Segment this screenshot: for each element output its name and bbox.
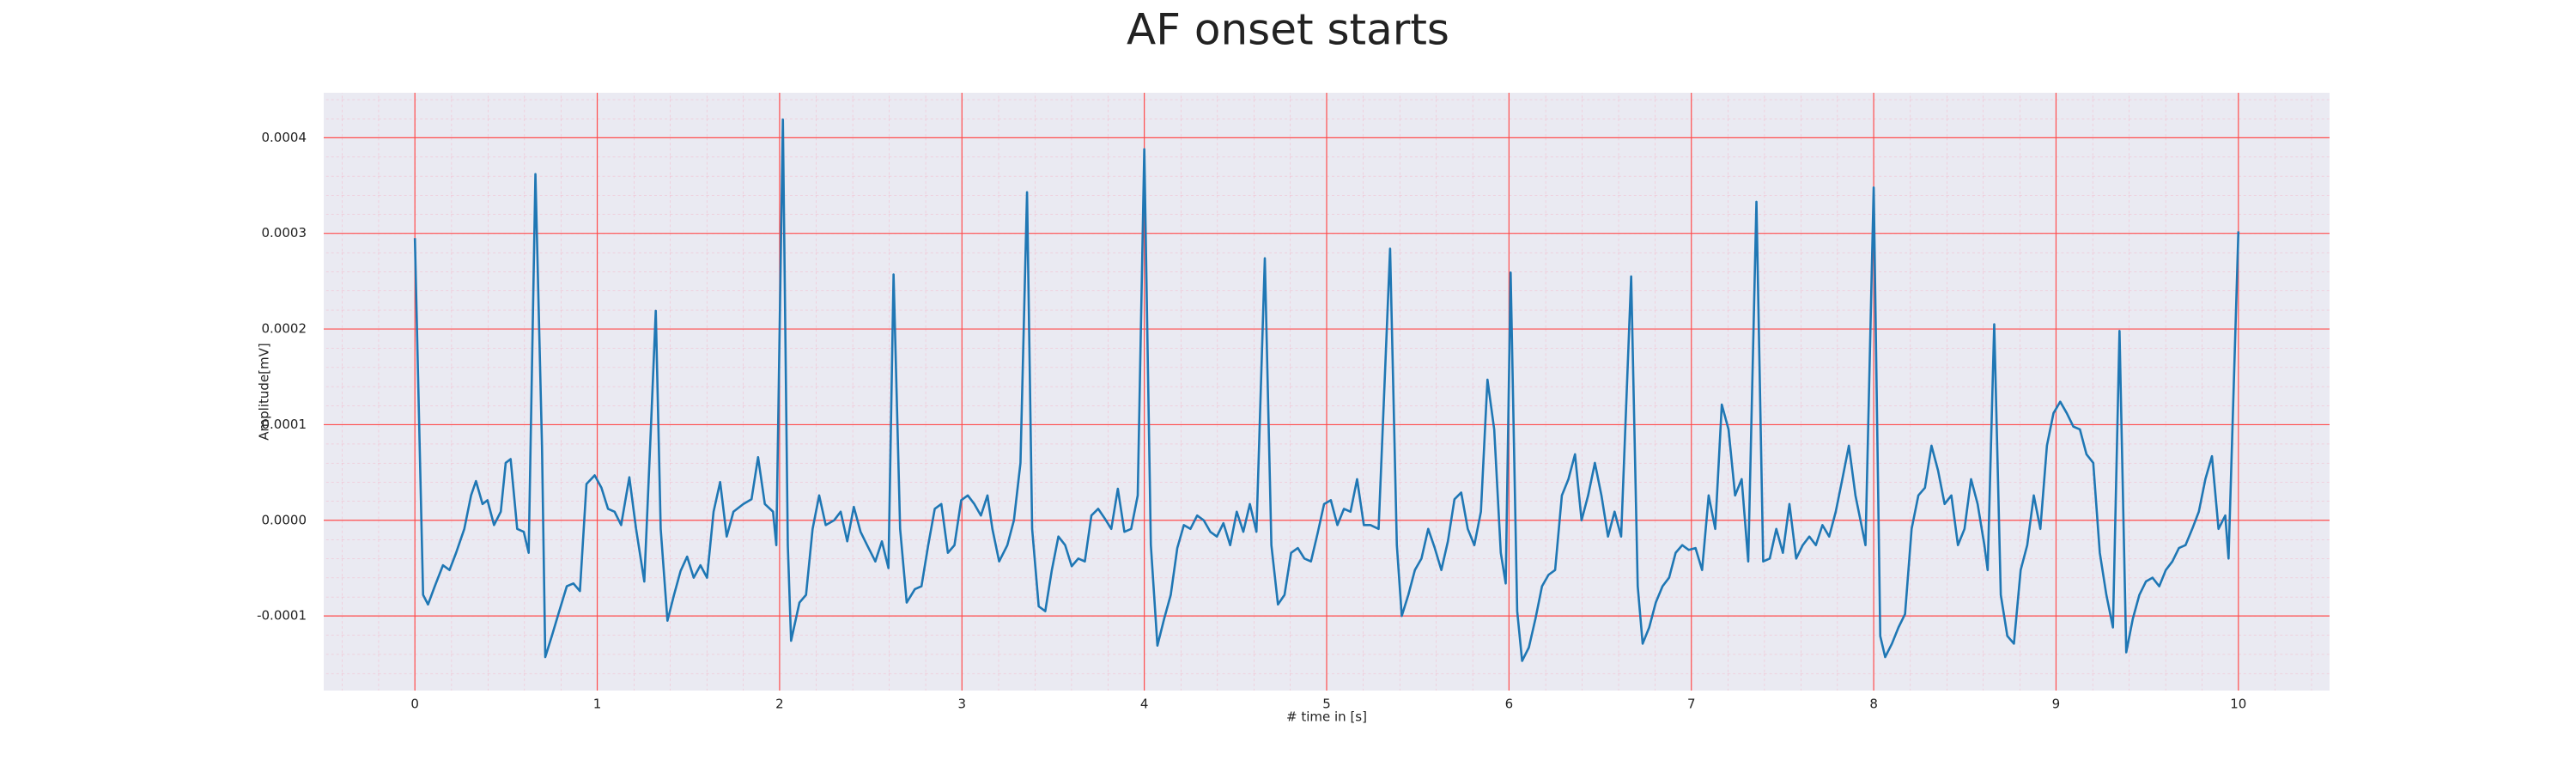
x-tick-label: 4 [1140,697,1149,712]
chart-title: AF onset starts [1127,5,1449,55]
x-tick-label: 9 [2052,697,2061,712]
x-tick-label: 1 [593,697,602,712]
x-tick-label: 8 [1869,697,1878,712]
x-tick-label: 10 [2230,697,2246,712]
signal-line [413,118,2240,662]
x-tick-label: 0 [410,697,419,712]
x-tick-label: 3 [957,697,966,712]
y-tick-label: 0.0004 [262,130,307,145]
x-axis-label: # time in [s] [1286,709,1367,725]
x-tick-label: 5 [1322,697,1331,712]
y-tick-label: -0.0001 [257,608,307,624]
y-tick-label: 0.0002 [262,321,307,337]
y-tick-label: 0.0003 [262,225,307,240]
y-axis-label: Amplitude[mV] [257,343,272,440]
y-tick-label: 0.0000 [262,512,307,527]
x-tick-label: 6 [1505,697,1514,712]
x-tick-label: 7 [1687,697,1696,712]
marks [413,118,2240,662]
y-tick-label: 0.0001 [262,417,307,432]
x-tick-label: 2 [775,697,784,712]
